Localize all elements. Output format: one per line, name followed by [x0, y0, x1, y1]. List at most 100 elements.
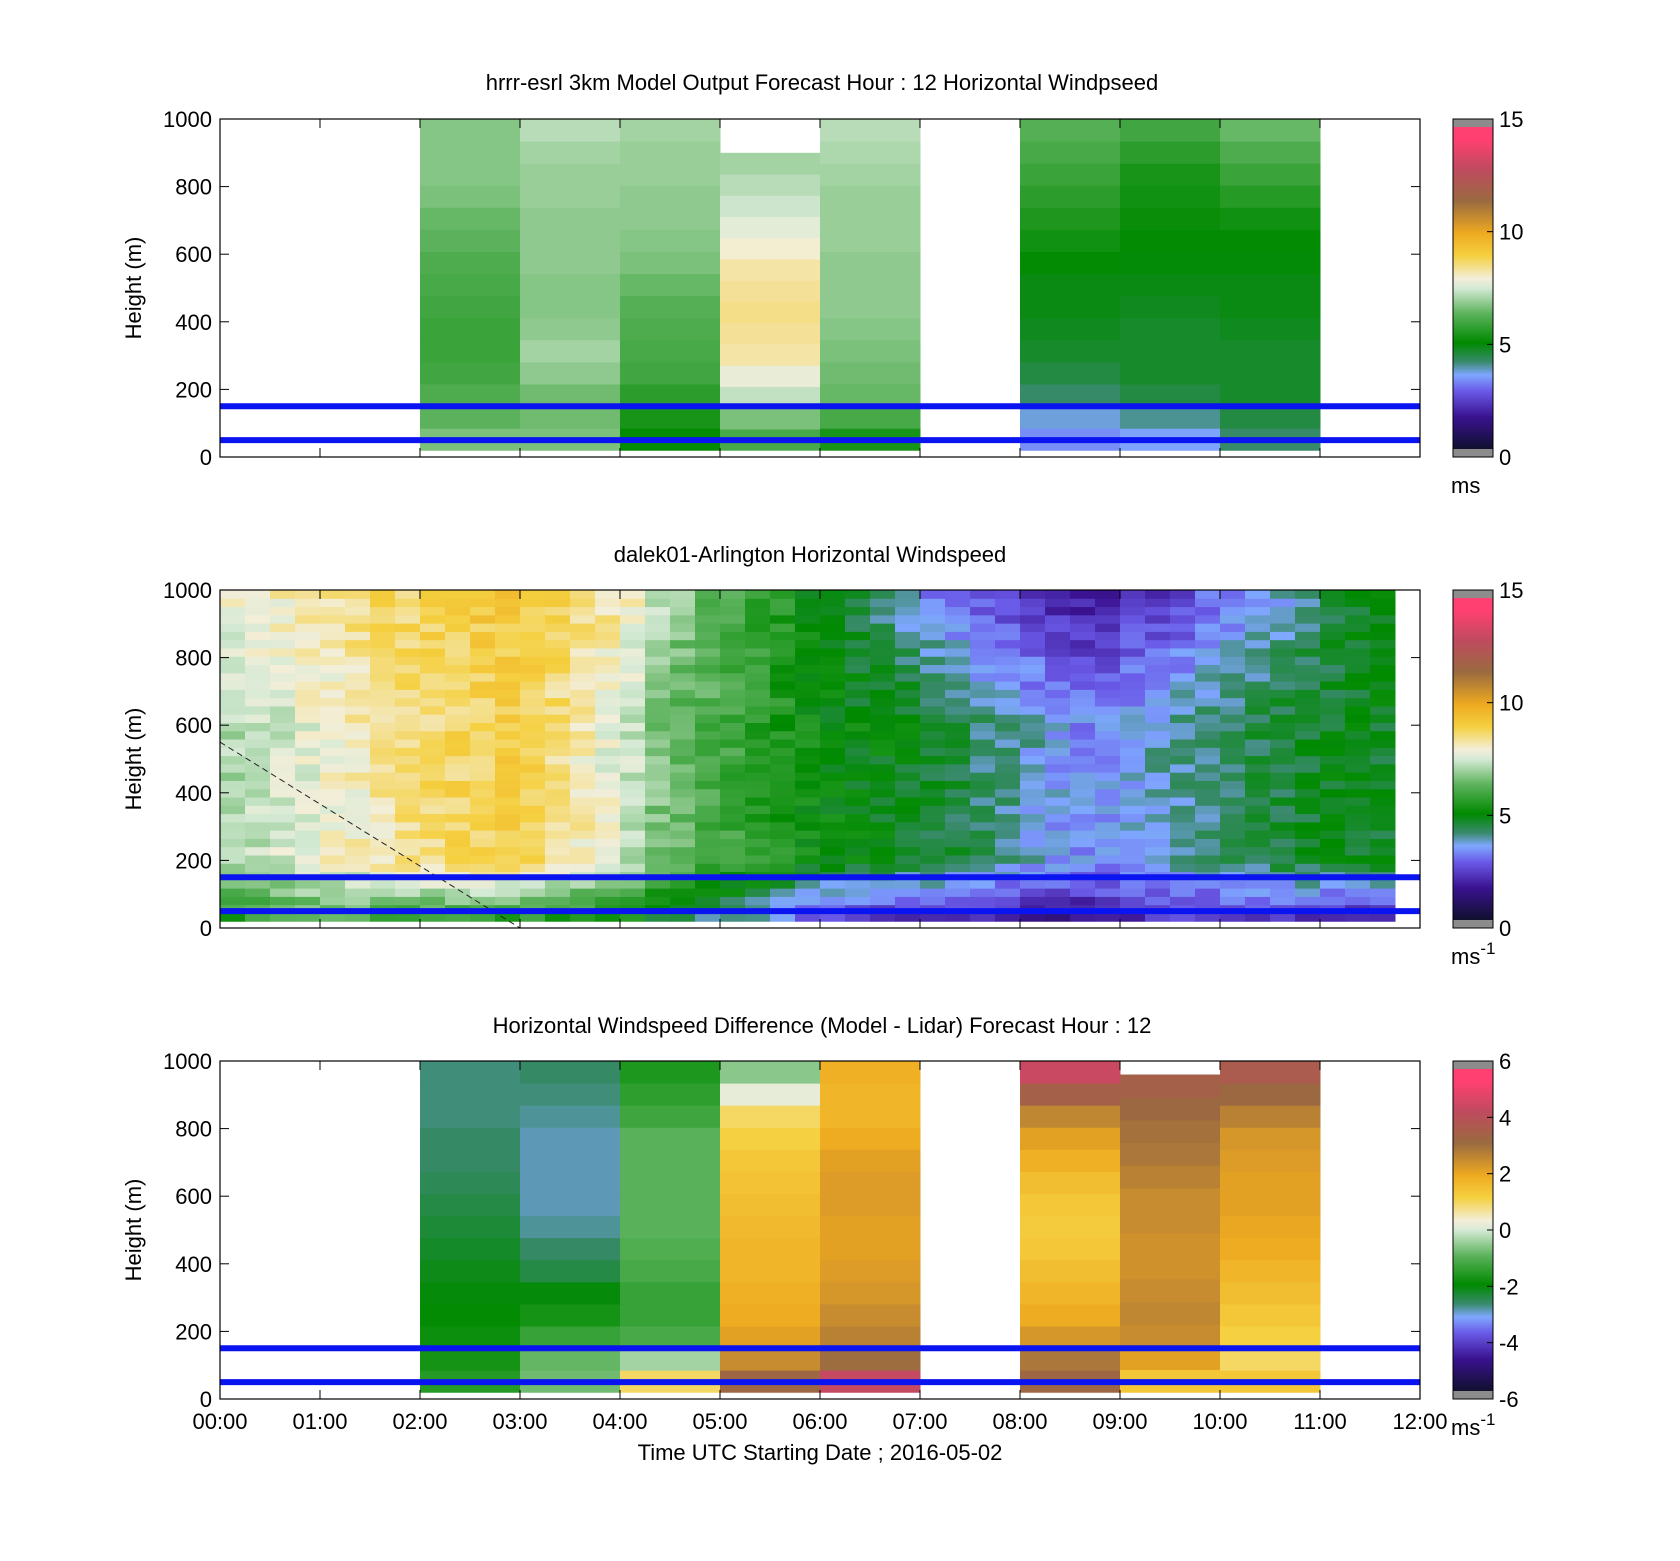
heatmap-cell	[270, 664, 296, 674]
heatmap-cell	[1145, 730, 1171, 740]
heatmap-cell	[795, 863, 821, 873]
x-tick-label: 11:00	[1293, 1409, 1346, 1434]
heatmap-cell	[645, 879, 671, 889]
heatmap-cell	[1220, 664, 1246, 674]
heatmap-cell	[445, 755, 471, 765]
heatmap-cell	[920, 813, 946, 823]
heatmap-cell	[545, 838, 571, 848]
heatmap-cell	[770, 647, 796, 657]
heatmap-cell	[870, 755, 896, 765]
heatmap-cell	[895, 614, 921, 624]
heatmap-cell	[820, 681, 846, 690]
heatmap-cell	[945, 697, 971, 707]
heatmap-cell	[1120, 1187, 1221, 1212]
heatmap-cell	[795, 606, 821, 616]
heatmap-cell	[1145, 631, 1171, 641]
heatmap-cell	[220, 606, 246, 616]
heatmap-cell	[620, 755, 646, 765]
heatmap-cell	[320, 797, 346, 806]
heatmap-cell	[1070, 863, 1096, 873]
heatmap-cell	[1170, 838, 1196, 848]
heatmap-cell	[895, 863, 921, 873]
heatmap-cell	[720, 912, 746, 922]
heatmap-cell	[970, 697, 996, 707]
heatmap-cell	[1170, 863, 1196, 873]
heatmap-cell	[1145, 623, 1171, 632]
heatmap-cell	[570, 606, 596, 616]
heatmap-cell	[220, 879, 246, 889]
heatmap-cell	[1120, 763, 1146, 773]
heatmap-cell	[445, 606, 471, 616]
x-tick-label: 06:00	[792, 1409, 847, 1434]
heatmap-cell	[570, 821, 596, 831]
heatmap-cell	[345, 647, 371, 657]
heatmap-cell	[820, 1105, 921, 1128]
heatmap-cell	[895, 813, 921, 823]
colorbar-tick-label: -6	[1499, 1387, 1519, 1412]
heatmap-cell	[1320, 838, 1346, 848]
heatmap-cell	[295, 813, 321, 823]
heatmap-cell	[320, 631, 346, 641]
heatmap-cell	[745, 763, 771, 773]
heatmap-cell	[1195, 614, 1221, 624]
heatmap-cell	[645, 614, 671, 624]
heatmap-cell	[920, 623, 946, 632]
heatmap-cell	[245, 664, 271, 674]
heatmap-cell	[1045, 846, 1071, 856]
heatmap-cell	[345, 838, 371, 848]
heatmap-cell	[1120, 1346, 1221, 1371]
x-tick-label: 07:00	[892, 1409, 947, 1434]
heatmap-cell	[720, 739, 746, 748]
heatmap-cell	[245, 763, 271, 773]
heatmap-cell	[870, 772, 896, 781]
heatmap-cell	[1170, 763, 1196, 773]
heatmap-cell	[445, 912, 471, 922]
colorbar-unit: ms	[1451, 473, 1480, 498]
heatmap-cell	[220, 797, 246, 806]
heatmap-cell	[295, 606, 321, 616]
heatmap-cell	[845, 730, 871, 740]
y-tick-label: 0	[200, 916, 212, 941]
heatmap-cell	[570, 747, 596, 757]
heatmap-cell	[820, 590, 846, 599]
heatmap-cell	[1120, 631, 1146, 641]
heatmap-cell	[945, 838, 971, 848]
heatmap-cell	[445, 722, 471, 732]
heatmap-cell	[870, 788, 896, 798]
heatmap-cell	[1020, 207, 1121, 230]
heatmap-cell	[1120, 879, 1146, 889]
heatmap-cell	[545, 805, 571, 815]
heatmap-cell	[845, 854, 871, 864]
heatmap-cell	[220, 614, 246, 624]
heatmap-cell	[1220, 697, 1246, 707]
heatmap-cell	[870, 647, 896, 657]
heatmap-cell	[1070, 788, 1096, 798]
heatmap-cell	[420, 639, 446, 649]
heatmap-cell	[920, 854, 946, 864]
x-tick-label: 01:00	[292, 1409, 347, 1434]
heatmap-cell	[820, 361, 921, 385]
heatmap-cell	[845, 896, 871, 906]
heatmap-cell	[545, 739, 571, 748]
heatmap-cell	[1220, 747, 1246, 757]
heatmap-cell	[220, 656, 246, 666]
heatmap-cell	[895, 788, 921, 798]
heatmap-cell	[1220, 598, 1246, 608]
heatmap-cell	[270, 772, 296, 781]
heatmap-cell	[520, 1281, 621, 1305]
heatmap-cell	[1045, 672, 1071, 682]
heatmap-cell	[720, 1259, 821, 1283]
heatmap-cell	[320, 788, 346, 798]
heatmap-cell	[520, 739, 546, 748]
heatmap-cell	[570, 846, 596, 856]
heatmap-cell	[495, 888, 521, 897]
heatmap-cell	[395, 846, 421, 856]
heatmap-cell	[270, 590, 296, 599]
heatmap-cell	[1245, 590, 1271, 599]
heatmap-cell	[820, 797, 846, 806]
heatmap-cell	[820, 838, 846, 848]
heatmap-cell	[1270, 672, 1296, 682]
heatmap-cell	[1245, 639, 1271, 649]
heatmap-cell	[570, 639, 596, 649]
heatmap-cell	[670, 656, 696, 666]
